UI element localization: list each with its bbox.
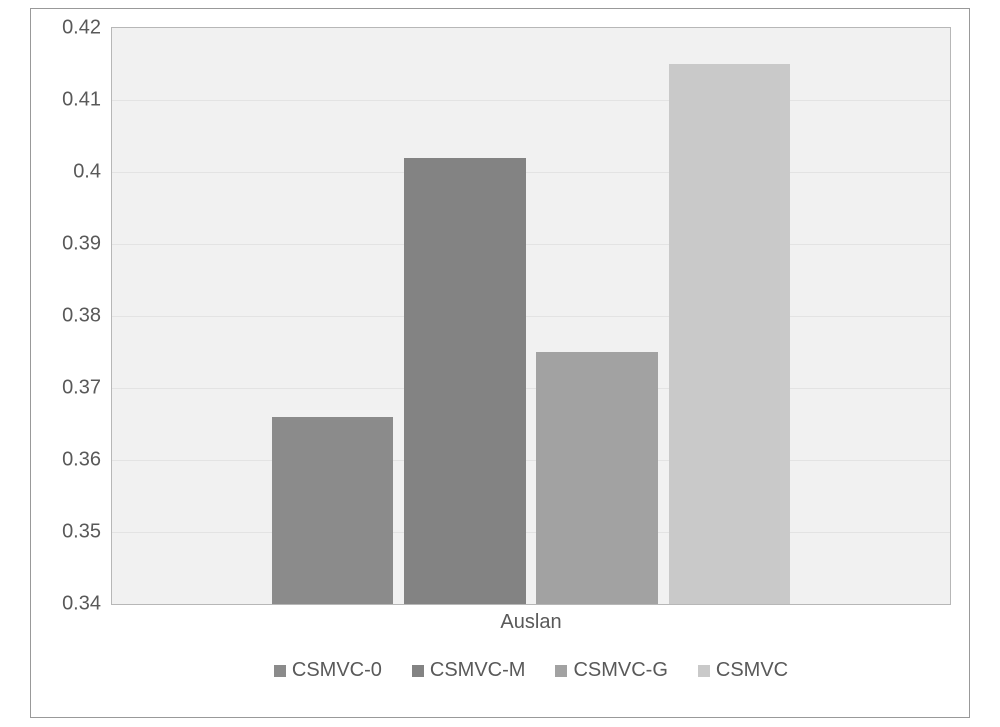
legend-item: CSMVC-G [555,659,667,682]
y-tick-label: 0.4 [41,161,101,184]
legend-label: CSMVC-G [573,659,667,682]
legend-swatch-icon [555,665,567,677]
y-tick-label: 0.36 [41,449,101,472]
gridline [112,460,950,461]
gridline [112,316,950,317]
gridline [112,172,950,173]
bar-csmvc-g [536,352,658,604]
bar-csmvc-0 [272,417,394,604]
legend-label: CSMVC [716,659,788,682]
plot-area [111,27,951,605]
y-tick-label: 0.38 [41,305,101,328]
chart-container: 0.34 0.35 0.36 0.37 0.38 0.39 0.4 0.41 0.42 Ausl… [30,8,970,718]
legend-swatch-icon [412,665,424,677]
gridline [112,388,950,389]
bar-csmvc [669,64,791,604]
legend-swatch-icon [698,665,710,677]
y-tick-label: 0.37 [41,377,101,400]
legend: CSMVC-0 CSMVC-M CSMVC-G CSMVC [111,659,951,682]
gridline [112,532,950,533]
gridline [112,100,950,101]
legend-item: CSMVC-M [412,659,526,682]
legend-label: CSMVC-M [430,659,526,682]
legend-item: CSMVC [698,659,788,682]
y-tick-label: 0.41 [41,89,101,112]
x-category-label: Auslan [111,611,951,634]
y-tick-label: 0.39 [41,233,101,256]
y-tick-label: 0.34 [41,593,101,616]
gridline [112,244,950,245]
bar-csmvc-m [404,158,526,604]
y-tick-label: 0.42 [41,17,101,40]
legend-item: CSMVC-0 [274,659,382,682]
legend-label: CSMVC-0 [292,659,382,682]
legend-swatch-icon [274,665,286,677]
y-tick-label: 0.35 [41,521,101,544]
